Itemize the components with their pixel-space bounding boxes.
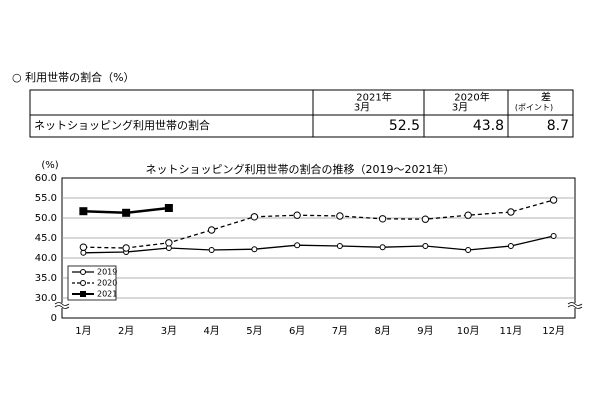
- marker: [378, 215, 387, 223]
- legend-label: 2020: [97, 279, 117, 288]
- section-title: ○ 利用世帯の割合（%）: [12, 70, 135, 84]
- table-border: [29, 89, 574, 138]
- marker: [294, 242, 301, 249]
- header-cell: 差: [541, 91, 551, 104]
- marker: [122, 208, 131, 217]
- x-tick-label: 3月: [161, 325, 177, 337]
- marker: [549, 196, 558, 204]
- series-line: [83, 235, 554, 254]
- header-cell: (ポイント): [515, 103, 553, 112]
- y-tick-label: 30.0: [35, 293, 57, 304]
- marker: [293, 211, 301, 219]
- table-cell: 8.7: [547, 118, 569, 134]
- header-cell: 3月: [452, 102, 468, 114]
- marker: [122, 244, 130, 252]
- y-tick-label: 60.0: [35, 173, 57, 184]
- marker: [507, 208, 515, 216]
- axis-break-mark: [567, 302, 583, 309]
- x-tick-label: 12月: [542, 325, 565, 337]
- x-tick-label: 8月: [374, 325, 390, 337]
- marker: [250, 213, 259, 221]
- legend-marker: [80, 280, 86, 286]
- marker: [79, 207, 88, 216]
- x-tick-label: 11月: [500, 325, 523, 337]
- series-line: [83, 199, 554, 249]
- marker: [379, 244, 386, 251]
- x-tick-label: 10月: [457, 325, 480, 337]
- x-tick-label: 4月: [203, 325, 219, 337]
- marker: [208, 247, 215, 253]
- x-tick-label: 2月: [118, 325, 134, 337]
- marker: [465, 247, 472, 253]
- marker: [80, 249, 87, 256]
- legend-marker: [80, 269, 86, 275]
- header-cell: 2020年: [454, 91, 489, 104]
- x-tick-label: 1月: [75, 325, 91, 337]
- y-tick-label: 0: [51, 313, 57, 324]
- chart-title: ネットショッピング利用世帯の割合の推移（2019～2021年）: [146, 162, 455, 176]
- table-cell: ネットショッピング利用世帯の割合: [34, 118, 210, 132]
- marker: [207, 226, 216, 234]
- legend-label: 2019: [97, 268, 117, 277]
- legend-label: 2021: [97, 290, 117, 299]
- marker: [165, 239, 173, 247]
- marker: [164, 204, 173, 212]
- table: [29, 89, 574, 138]
- y-tick-label: 50.0: [35, 213, 57, 224]
- marker: [422, 243, 429, 249]
- header-cell: 3月: [354, 102, 370, 114]
- y-axis-label: (%): [41, 160, 58, 171]
- marker: [507, 243, 514, 249]
- x-tick-label: 6月: [289, 325, 305, 337]
- marker: [251, 246, 258, 253]
- x-tick-label: 7月: [332, 325, 348, 337]
- y-tick-label: 35.0: [35, 273, 57, 284]
- y-tick-label: 45.0: [35, 233, 57, 244]
- marker: [336, 243, 343, 249]
- y-tick-label: 40.0: [35, 253, 57, 264]
- marker: [421, 215, 430, 223]
- axis-break: [567, 303, 583, 308]
- axis-break-mark: [54, 302, 70, 309]
- y-tick-label: 55.0: [35, 193, 57, 204]
- axis-break: [54, 303, 70, 308]
- marker: [336, 212, 344, 220]
- legend-marker: [80, 291, 86, 297]
- x-tick-label: 9月: [417, 325, 433, 337]
- x-tick-label: 5月: [246, 325, 262, 337]
- table-cell: 43.8: [473, 118, 504, 134]
- marker: [464, 211, 472, 219]
- plot-frame: [61, 177, 576, 319]
- table-cell: 52.5: [389, 118, 420, 134]
- header-cell: 2021年: [356, 91, 391, 104]
- marker: [550, 233, 557, 239]
- marker: [79, 243, 88, 251]
